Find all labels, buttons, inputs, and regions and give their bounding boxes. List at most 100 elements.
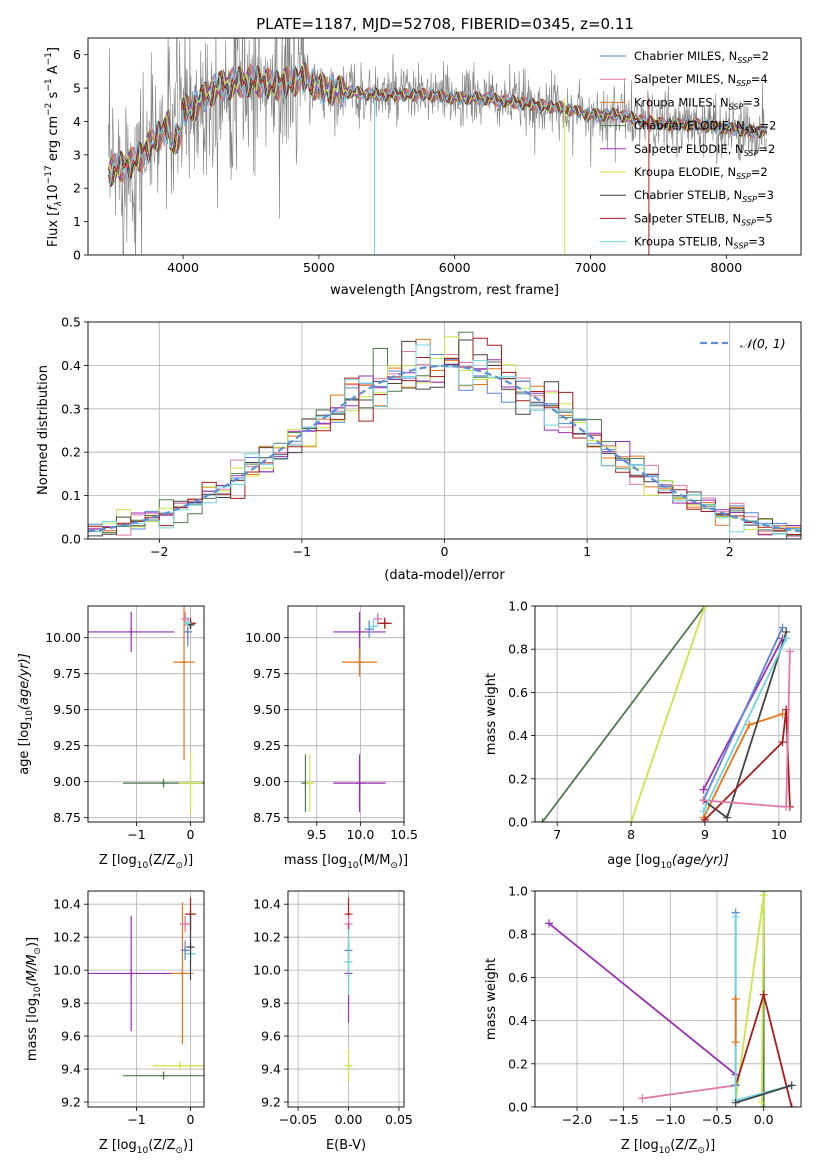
y-tick-label: 0.5 — [61, 315, 81, 330]
y-tick-label: 9.00 — [53, 774, 81, 789]
axes-frame — [87, 37, 802, 256]
y-tick-label: 9.2 — [61, 1095, 81, 1110]
series-point — [627, 818, 636, 822]
legend-entry: Kroupa MILES, NSSP=3 — [634, 95, 760, 111]
x-tick-label: −0.5 — [702, 1112, 732, 1127]
x-tick-label: 7 — [553, 827, 561, 842]
legend-entry: Salpeter STELIB, NSSP=5 — [634, 211, 773, 227]
x-axis-label: E(B-V) — [326, 1138, 366, 1153]
y-tick-label: 9.50 — [253, 702, 281, 717]
x-tick-label: 0.0 — [754, 1112, 774, 1127]
histogram-kroupa-elodie — [88, 336, 801, 531]
x-tick-label: 1 — [583, 544, 591, 559]
x-axis-label: Z [log10(Z/Z⊙)] — [621, 1138, 715, 1156]
x-axis-label: wavelength [Angstrom, rest frame] — [330, 283, 559, 298]
series-line — [702, 627, 784, 801]
x-tick-label: 0 — [187, 1112, 195, 1127]
series-line — [541, 606, 706, 822]
data-point — [186, 779, 195, 788]
mass-vs-z-panel: −1 0 9.2 9.4 9.6 9.8 10.0 10.2 10.4 mass [log10(M… — [25, 890, 205, 1127]
x-tick-label: 9.5 — [307, 827, 327, 842]
x-tick-label: 7000 — [575, 260, 607, 275]
data-point — [186, 943, 195, 952]
data-point — [180, 658, 189, 667]
series-point — [723, 813, 732, 822]
x-tick-label: 0.05 — [385, 1112, 413, 1127]
y-tick-label: 9.8 — [261, 996, 281, 1011]
y-tick-label: 0.8 — [508, 927, 528, 942]
data-point — [344, 1061, 353, 1070]
massweight-vs-z-panel: −2.0 −1.5 −1.0 −0.5 0.0 0.0 0.2 0.4 0.6 0.8 1.0 mas… — [484, 884, 802, 1127]
series-point — [782, 634, 791, 643]
y-tick-label: 9.8 — [61, 996, 81, 1011]
y-tick-label: 9.4 — [261, 1062, 281, 1077]
data-spectrum-line — [108, 38, 768, 255]
y-tick-label: 3 — [73, 147, 81, 162]
x-axis-label: mass [log10(M/M⊙)] — [284, 853, 408, 871]
y-tick-label: 9.50 — [53, 702, 81, 717]
y-tick-label: 0.2 — [508, 1056, 528, 1071]
x-tick-label: 10.0 — [346, 827, 374, 842]
series-point — [759, 891, 768, 900]
y-tick-label: 5 — [73, 81, 81, 96]
series-line — [735, 1084, 792, 1104]
y-tick-label: 8.75 — [253, 810, 281, 825]
series-point — [759, 990, 768, 999]
data-point — [380, 619, 389, 628]
axes-frame — [87, 890, 205, 1108]
x-tick-label: −0.05 — [279, 1112, 317, 1127]
age-vs-z-panel: −1 0 8.75 9.00 9.25 9.50 9.75 10.00 age [log10(a… — [17, 605, 205, 842]
y-tick-label: 9.25 — [253, 738, 281, 753]
axes-frame — [287, 605, 405, 823]
y-tick-label: 4 — [73, 114, 81, 129]
x-tick-label: 0.00 — [335, 1112, 363, 1127]
x-tick-label: 4000 — [167, 260, 199, 275]
legend-entry: Salpeter MILES, NSSP=4 — [634, 72, 768, 88]
series-point — [731, 1098, 740, 1107]
x-tick-label: 0 — [441, 544, 449, 559]
axes-frame — [87, 605, 205, 823]
series-line — [702, 638, 788, 812]
y-tick-label: 0.0 — [508, 815, 528, 830]
plot-area — [88, 606, 204, 822]
y-axis-label: Normed distribution — [36, 365, 51, 495]
y-axis-label: mass weight — [484, 673, 499, 755]
y-tick-label: 0.4 — [508, 1013, 528, 1028]
y-tick-label: 0.4 — [61, 358, 81, 373]
data-point — [305, 779, 314, 788]
y-tick-label: 1.0 — [508, 599, 528, 614]
x-tick-label: −1.0 — [655, 1112, 685, 1127]
y-tick-label: 9.75 — [253, 666, 281, 681]
age-vs-mass-panel: 9.5 10.0 10.5 8.75 9.00 9.25 9.50 9.75 10.00 — [245, 605, 418, 842]
y-tick-label: 10.4 — [53, 897, 81, 912]
x-tick-label: −1 — [127, 1112, 145, 1127]
legend-entry: Salpeter ELODIE, NSSP=2 — [634, 142, 775, 158]
y-tick-label: 10.0 — [253, 963, 281, 978]
model-spectrum-kroupa-stelib — [107, 63, 768, 187]
series-point — [700, 606, 709, 610]
y-tick-label: 10.0 — [53, 963, 81, 978]
series-line — [642, 1084, 736, 1100]
series-line — [548, 922, 737, 1076]
y-tick-label: 0 — [73, 248, 81, 263]
legend-entry: Chabrier STELIB, NSSP=3 — [634, 188, 774, 204]
figure-title: PLATE=1187, MJD=52708, FIBERID=0345, z=0… — [256, 15, 634, 33]
axes-frame — [534, 605, 802, 823]
x-axis-label: Z [log10(Z/Z⊙)] — [99, 853, 193, 871]
axes-frame — [87, 321, 802, 540]
y-tick-label: 9.00 — [253, 774, 281, 789]
y-tick-label: 8.75 — [53, 810, 81, 825]
x-tick-label: −1 — [293, 544, 311, 559]
plot-area — [107, 38, 768, 255]
data-point — [369, 622, 378, 631]
x-tick-label: 0 — [187, 827, 195, 842]
data-point — [344, 957, 353, 966]
y-tick-label: 0.3 — [61, 401, 81, 416]
legend-entry: Chabrier MILES, NSSP=2 — [634, 49, 769, 65]
residual-panel: −2 −1 0 1 2 0.0 0.1 0.2 0.3 0.4 0.5 𝒩(0, 1) (data-mo… — [36, 315, 802, 583]
x-axis-label: (data-model)/error — [384, 568, 505, 583]
series-line — [630, 606, 706, 822]
x-tick-label: 8000 — [710, 260, 742, 275]
data-point — [181, 946, 190, 955]
